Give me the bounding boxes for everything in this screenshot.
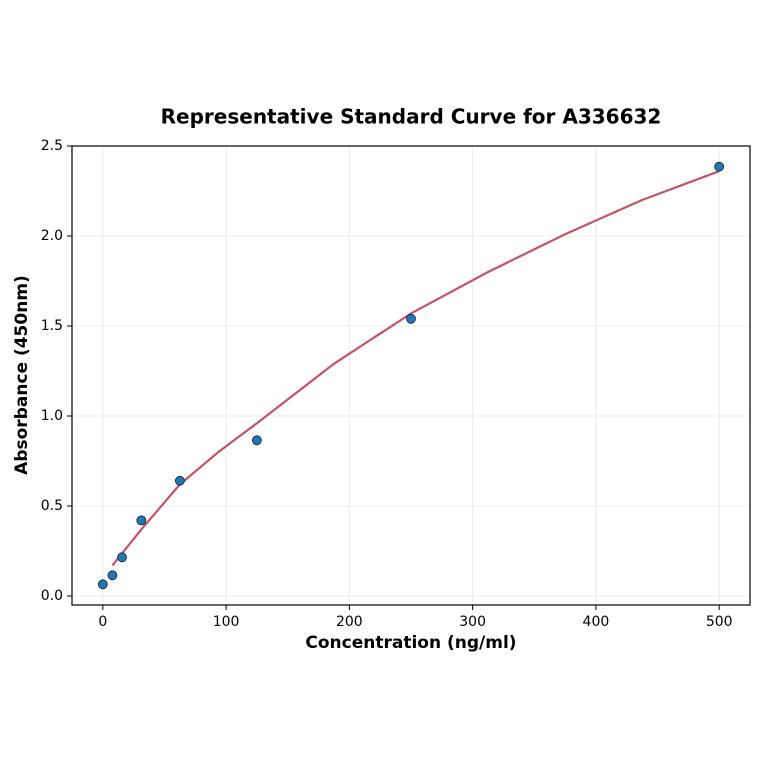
y-tick-label: 2.0	[41, 228, 63, 244]
data-point	[107, 570, 118, 581]
data-point	[117, 552, 127, 563]
x-tick-label: 400	[583, 614, 610, 630]
data-point	[406, 313, 416, 324]
x-axis-label: Concentration (ng/ml)	[305, 633, 516, 653]
y-tick-label: 2.5	[41, 138, 63, 154]
x-tick-label: 300	[459, 614, 486, 630]
data-point	[136, 515, 147, 526]
data-point	[252, 435, 262, 446]
y-tick-label: 0.5	[41, 498, 63, 514]
x-tick-label: 100	[213, 614, 240, 630]
data-point	[97, 579, 108, 590]
y-tick-label: 1.5	[41, 318, 63, 334]
y-tick-label: 0.0	[41, 588, 63, 604]
fit-curve	[111, 170, 720, 567]
data-point	[174, 475, 185, 486]
y-tick-label: 1.0	[41, 408, 63, 424]
plot-frame	[71, 145, 751, 606]
x-tick-label: 500	[706, 614, 733, 630]
data-point	[714, 161, 725, 172]
chart-title: Representative Standard Curve for A33663…	[161, 105, 662, 129]
x-tick-label: 0	[98, 614, 107, 630]
x-tick-label: 200	[336, 614, 363, 630]
y-axis-label: Absorbance (450nm)	[12, 275, 32, 475]
